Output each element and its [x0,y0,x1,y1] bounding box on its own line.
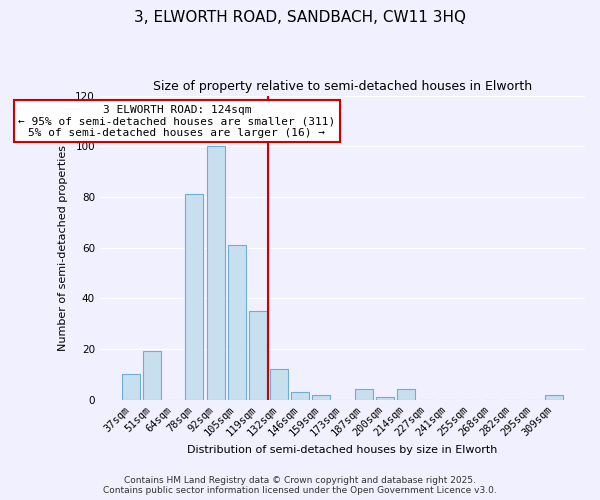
Bar [228,245,245,400]
Bar [270,369,288,400]
Bar [185,194,203,400]
Bar [545,394,563,400]
Bar [376,397,394,400]
X-axis label: Distribution of semi-detached houses by size in Elworth: Distribution of semi-detached houses by … [187,445,497,455]
Y-axis label: Number of semi-detached properties: Number of semi-detached properties [58,144,68,350]
Text: 3 ELWORTH ROAD: 124sqm
← 95% of semi-detached houses are smaller (311)
5% of sem: 3 ELWORTH ROAD: 124sqm ← 95% of semi-det… [18,104,335,138]
Bar [143,352,161,400]
Title: Size of property relative to semi-detached houses in Elworth: Size of property relative to semi-detach… [153,80,532,93]
Bar [249,311,267,400]
Bar [206,146,224,400]
Text: 3, ELWORTH ROAD, SANDBACH, CW11 3HQ: 3, ELWORTH ROAD, SANDBACH, CW11 3HQ [134,10,466,25]
Bar [313,394,330,400]
Bar [291,392,309,400]
Bar [397,390,415,400]
Bar [122,374,140,400]
Bar [355,390,373,400]
Text: Contains HM Land Registry data © Crown copyright and database right 2025.
Contai: Contains HM Land Registry data © Crown c… [103,476,497,495]
